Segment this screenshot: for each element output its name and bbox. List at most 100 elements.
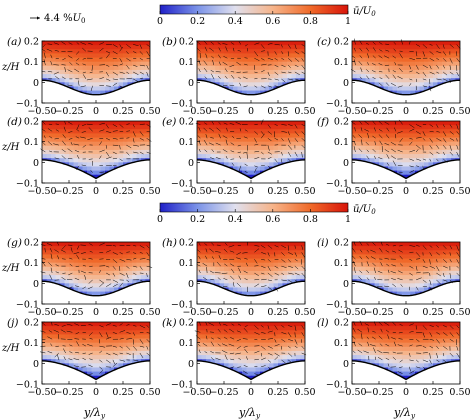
field-cell [260, 275, 265, 280]
vector-arrow [99, 155, 102, 160]
field-cell [365, 287, 371, 293]
field-cell [269, 254, 274, 260]
field-cell [118, 326, 124, 331]
field-cell [202, 95, 207, 100]
vector-arrow [73, 358, 80, 361]
field-cell [82, 367, 88, 373]
field-cell [383, 121, 389, 126]
field-cell [136, 65, 142, 71]
field-cell [215, 90, 220, 95]
field-cell [429, 296, 434, 301]
vector-arrow [105, 124, 109, 129]
field-cell [424, 137, 429, 143]
vector-arrow [106, 352, 111, 356]
field-cell [415, 166, 420, 172]
field-cell [215, 133, 220, 139]
field-cell [210, 86, 216, 92]
field-cell [60, 137, 65, 143]
field-cell [60, 334, 65, 340]
field-cell [370, 166, 375, 172]
vector-arrow [64, 66, 66, 73]
field-cell [356, 125, 362, 130]
field-cell [224, 45, 229, 50]
field-cell [96, 65, 101, 71]
vector-arrow [74, 150, 80, 153]
field-cell [46, 342, 52, 348]
field-cell [105, 154, 110, 159]
field-cell [361, 137, 366, 143]
field-cell [55, 61, 61, 67]
vector-arrow [301, 71, 306, 75]
vector-arrow [76, 128, 80, 132]
field-cell [123, 322, 128, 327]
field-cell [215, 258, 220, 264]
field-cell [201, 275, 207, 280]
vector-arrow [436, 138, 442, 142]
vector-arrow [81, 164, 86, 167]
vector-arrow [429, 265, 436, 269]
field-cell [370, 254, 375, 260]
field-cell [384, 95, 389, 100]
field-cell [118, 346, 124, 352]
field-cell [296, 254, 301, 260]
field-cell [237, 57, 243, 63]
field-cell [251, 338, 256, 344]
field-cell [100, 74, 106, 79]
field-cell [210, 322, 216, 327]
vector-arrow [42, 121, 46, 125]
vector-arrow [106, 336, 112, 340]
vector-arrow [394, 120, 397, 125]
field-cell [127, 350, 133, 356]
field-cell [69, 342, 74, 348]
field-cell [141, 82, 146, 87]
y-tick-label: 0.2 [334, 37, 349, 48]
field-cell [69, 65, 74, 71]
vector-arrow [82, 144, 87, 148]
field-cell [273, 270, 279, 276]
field-cell [442, 270, 447, 276]
field-cell [410, 250, 416, 255]
field-cell [197, 45, 202, 50]
vector-arrow [55, 76, 60, 80]
field-cell [82, 78, 88, 83]
field-cell [246, 262, 252, 268]
field-cell [401, 275, 407, 280]
vector-arrow [222, 135, 228, 139]
field-cell [401, 287, 407, 293]
field-cell [388, 86, 393, 92]
field-cell [264, 125, 270, 130]
field-cell [215, 296, 220, 301]
field-cell [388, 95, 393, 100]
field-cell [424, 41, 429, 46]
field-cell [119, 296, 124, 301]
field-cell [132, 270, 137, 276]
field-cell [114, 262, 119, 268]
field-cell [73, 125, 79, 130]
vector-arrow [429, 259, 431, 265]
field-cell [446, 137, 452, 143]
x-tick-label: 0.50 [449, 307, 470, 318]
vector-arrow [436, 131, 440, 133]
field-cell [224, 145, 229, 151]
field-cell [233, 49, 238, 54]
panel-g: −0.50−0.25 0 0.25 0.500.20.10−0.1(g) [7, 237, 161, 318]
field-cell [401, 137, 407, 143]
field-cell [64, 283, 70, 288]
vector-arrow [76, 245, 80, 250]
field-cell [197, 137, 202, 143]
vector-arrows [195, 40, 306, 89]
vector-arrow [267, 131, 273, 135]
field-cell [51, 145, 56, 151]
vector-arrow [436, 44, 440, 49]
field-cell [206, 129, 211, 134]
vector-arrow [242, 252, 248, 254]
field-cell [114, 53, 119, 59]
field-cell [374, 53, 380, 59]
field-cell [145, 254, 150, 260]
vector-arrow [238, 155, 242, 160]
vector-arrow [396, 131, 403, 134]
field-cell [300, 129, 305, 134]
field-cell [60, 359, 65, 364]
field-cell [406, 254, 411, 260]
field-cell [264, 254, 270, 260]
